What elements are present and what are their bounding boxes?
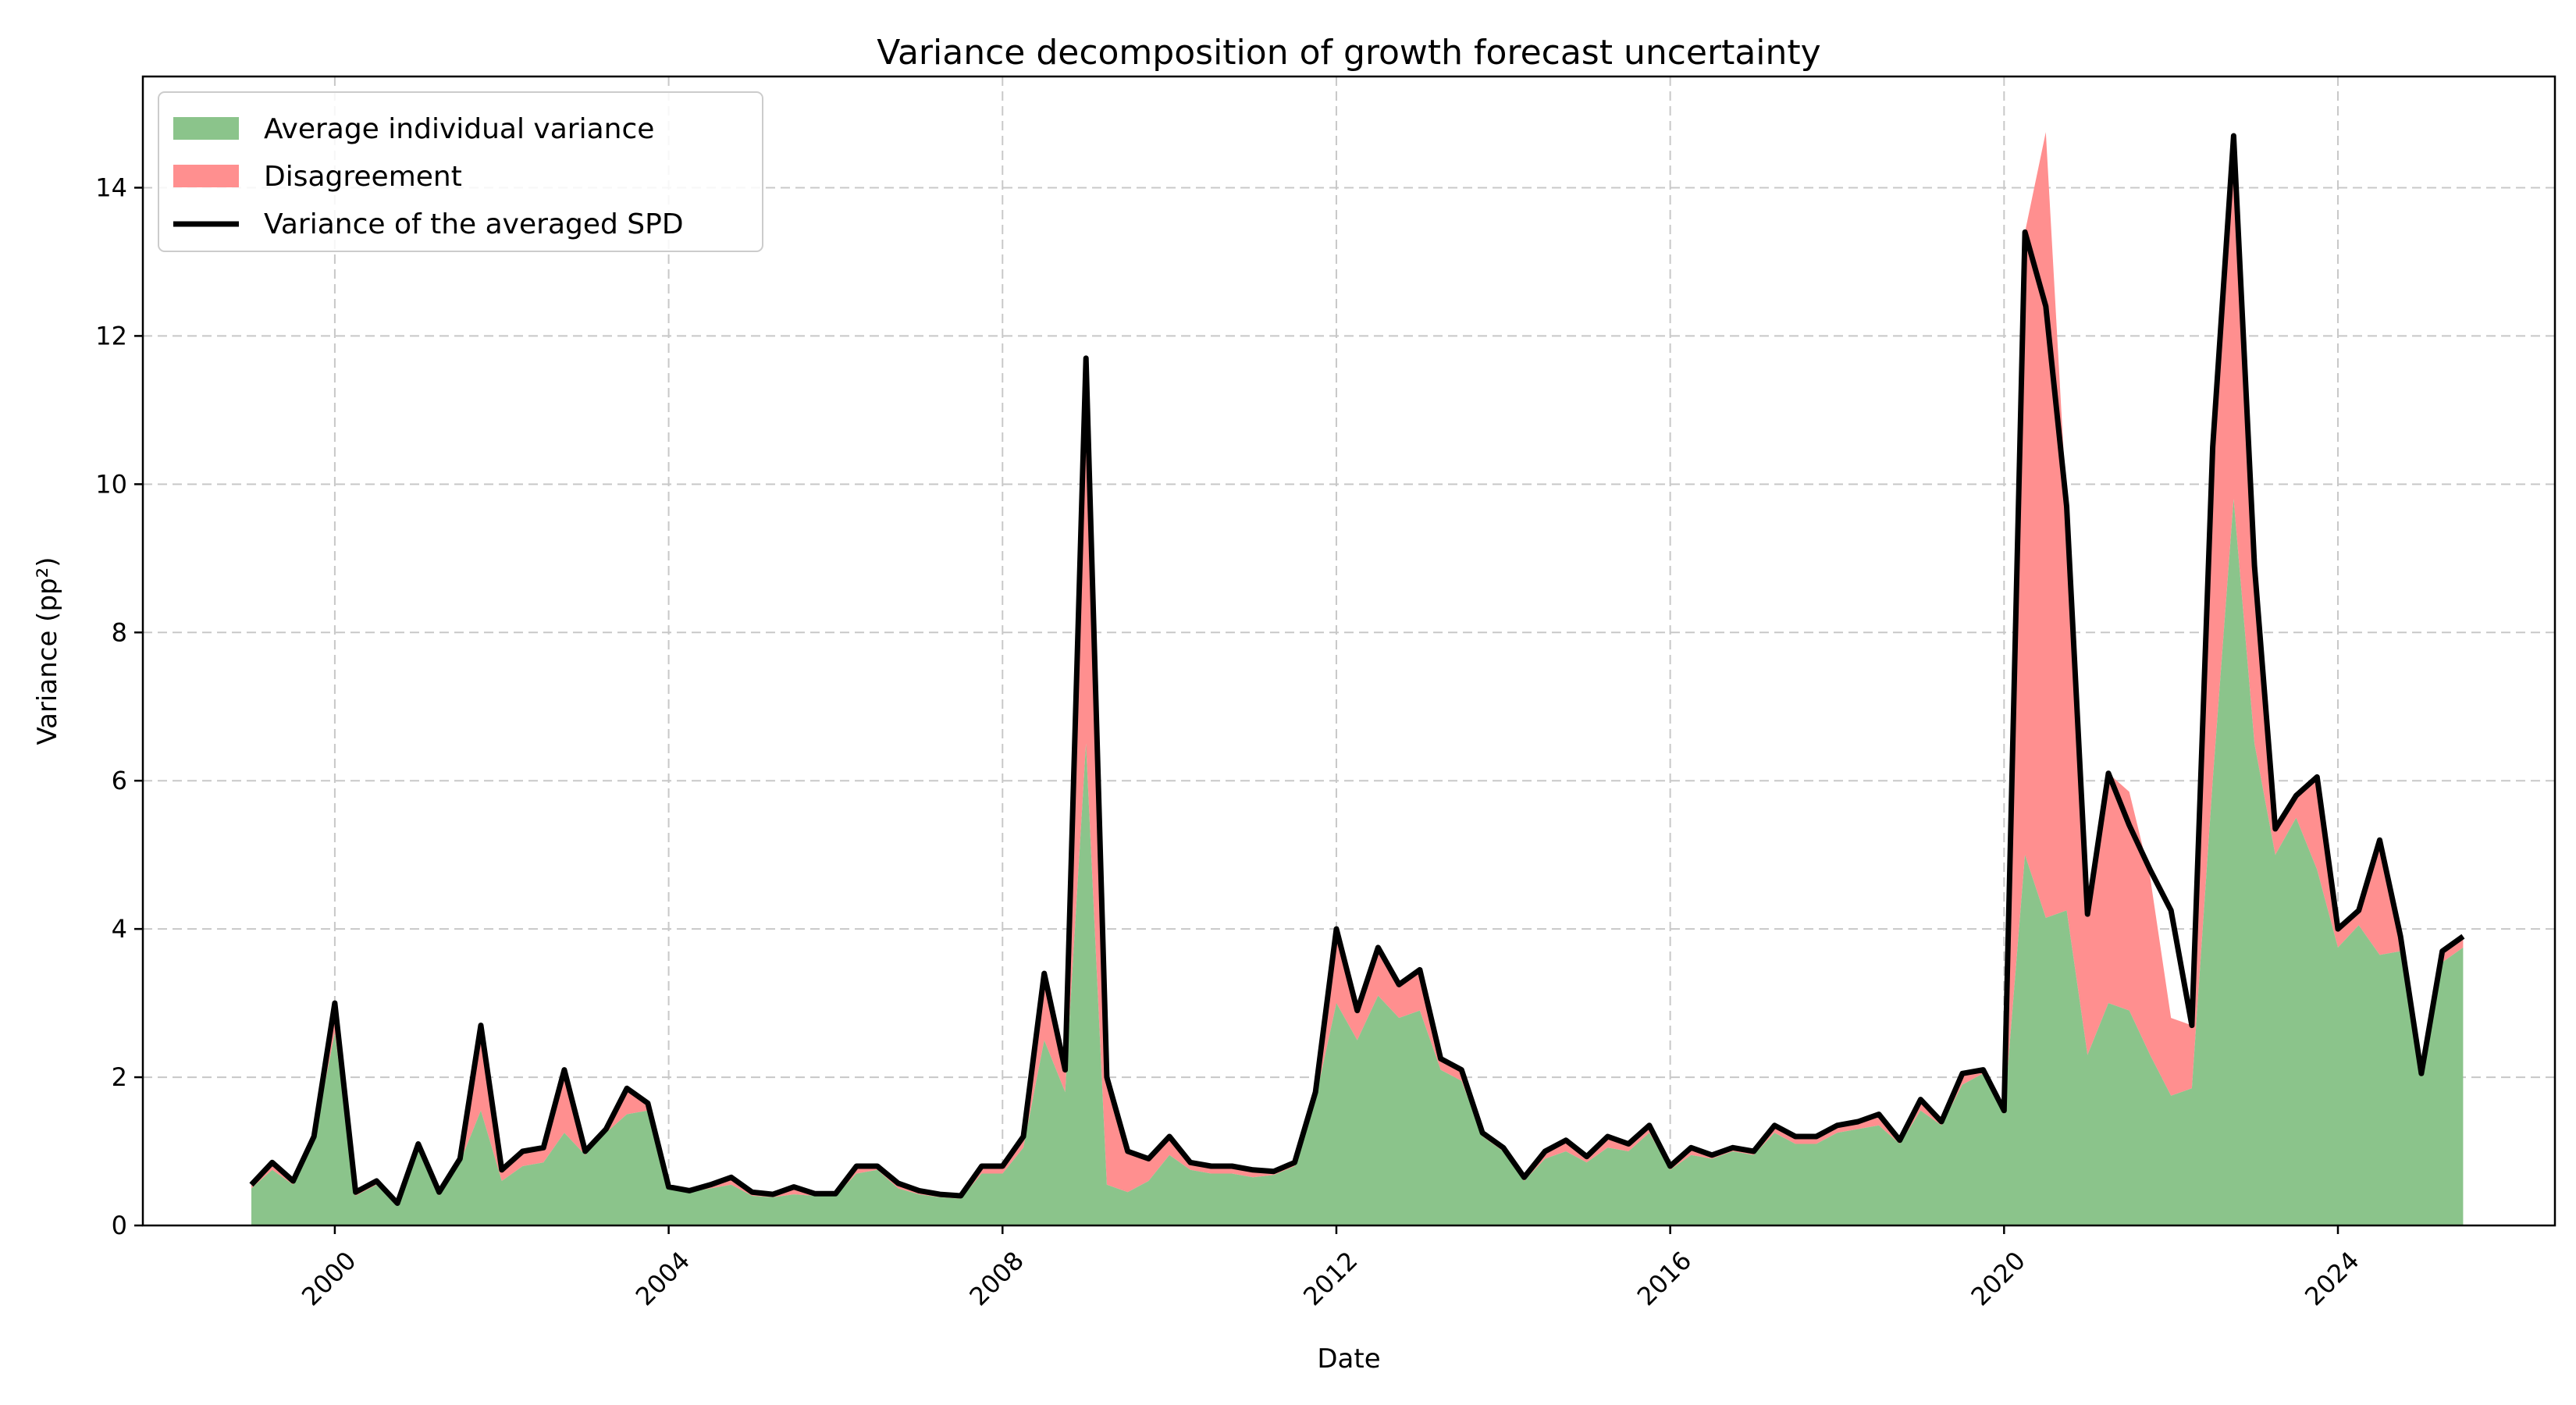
chart-title: Variance decomposition of growth forecas… — [877, 33, 1820, 73]
y-tick-label-2: 4 — [112, 914, 127, 944]
plot-frame — [141, 75, 2556, 1227]
y-tick-label-1: 2 — [112, 1062, 127, 1092]
x-axis-title: Date — [1317, 1343, 1380, 1375]
line-layer — [249, 133, 2465, 1206]
y-tick-label-5: 10 — [95, 469, 127, 499]
y-tick-label-6: 12 — [95, 321, 127, 350]
y-tick-label-3: 6 — [112, 766, 127, 795]
y-tick-label-0: 0 — [112, 1211, 127, 1240]
individual-variance-area — [251, 499, 2464, 1225]
legend: Average individual variance Disagreement… — [158, 91, 763, 252]
y-axis-title: Variance (pp²) — [32, 557, 63, 745]
y-tick-label-7: 14 — [95, 173, 127, 202]
legend-box — [158, 91, 763, 252]
legend-swatch-individual — [173, 117, 239, 140]
legend-swatch-disagreement — [173, 165, 239, 187]
y-tick-label-4: 8 — [112, 617, 127, 647]
legend-label-disagreement: Disagreement — [264, 161, 462, 193]
total-variance-line — [249, 133, 2465, 1206]
legend-label-total: Variance of the averaged SPD — [264, 208, 684, 240]
legend-label-individual: Average individual variance — [264, 113, 654, 145]
